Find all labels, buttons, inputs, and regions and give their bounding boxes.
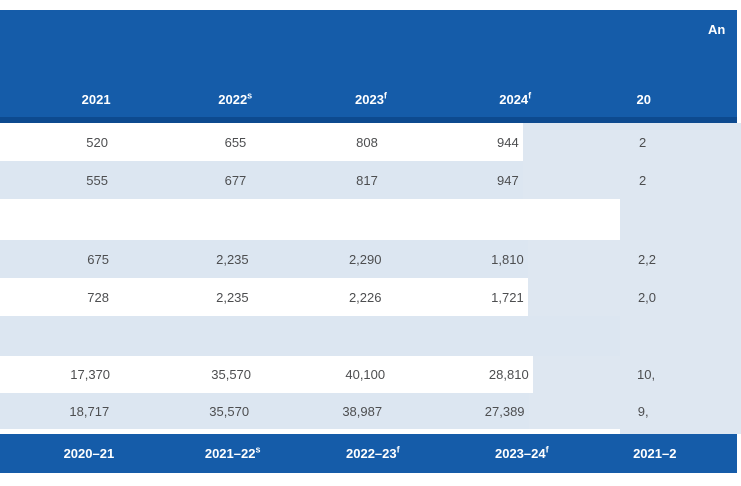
annual-cell-clipped — [620, 316, 741, 356]
cell: 38,987 — [342, 403, 383, 419]
year-header-2021: 2021 — [0, 92, 111, 107]
year-header-annual-clipped: 20 — [636, 92, 651, 107]
fiscal-header-2023-24: 2023–24f — [400, 444, 549, 461]
cell: 1,810 — [491, 251, 524, 267]
year-label: 2024 — [499, 92, 529, 107]
cell: 27,389 — [484, 403, 525, 419]
fiscal-year-row: 2020–21 2021–22s 2022–23f 2023–24f 2021–… — [0, 444, 737, 461]
estimate-superscript: s — [255, 444, 261, 455]
fiscal-header-annual-clipped: 2021–2 — [633, 446, 677, 461]
table-row: 728 2,235 2,226 1,721 2,0 — [0, 278, 741, 316]
cell: 35,570 — [209, 403, 250, 419]
top-margin — [0, 0, 741, 10]
forecast-superscript: f — [545, 444, 549, 455]
annual-cell-clipped: 10, — [532, 356, 741, 393]
year-label: 2022 — [218, 92, 248, 107]
table-row: 555 677 817 947 2 — [0, 161, 741, 199]
year-header-row: 2021 2022s 2023f 2024f 20 — [0, 90, 737, 107]
fiscal-header-2022-23: 2022–23f — [260, 444, 400, 461]
fiscal-label: 2023–24 — [494, 446, 546, 461]
annual-average-note-clipped: An — [708, 22, 726, 37]
cell: 555 — [86, 172, 108, 188]
cell: 2,226 — [348, 289, 382, 305]
forecast-superscript: f — [396, 444, 400, 455]
cell: 18,717 — [69, 403, 110, 419]
forecast-superscript: f — [383, 90, 387, 101]
gap-row — [0, 429, 741, 434]
forecast-superscript: f — [528, 90, 532, 101]
table-row-empty — [0, 316, 741, 356]
estimate-superscript: s — [247, 90, 253, 101]
fiscal-header-2021-22: 2021–22s — [114, 444, 261, 461]
annual-cell-shade — [620, 429, 741, 434]
cell: 808 — [356, 134, 378, 150]
bottom-margin — [0, 473, 741, 486]
fiscal-label: 2022–23 — [346, 446, 397, 461]
annual-cell-clipped: 2,2 — [527, 240, 741, 278]
annual-cell-clipped: 9, — [528, 393, 741, 429]
cell: 1,721 — [491, 289, 524, 305]
cell: 2,235 — [216, 289, 249, 305]
annual-cell-clipped: 2 — [522, 123, 741, 161]
cell: 675 — [87, 251, 109, 267]
year-header-2024: 2024f — [387, 90, 532, 107]
table-row: 17,370 35,570 40,100 28,810 10, — [0, 356, 741, 393]
cell: 2,235 — [216, 251, 249, 267]
cell: 2,290 — [348, 251, 382, 267]
year-header-2022: 2022s — [111, 90, 253, 107]
annual-cell-clipped: 2,0 — [527, 278, 741, 316]
year-label: 2021 — [81, 92, 111, 107]
fiscal-label: 2020–21 — [63, 446, 115, 461]
table-row-empty — [0, 199, 741, 240]
table-row: 675 2,235 2,290 1,810 2,2 — [0, 240, 741, 278]
year-header-2023: 2023f — [252, 90, 387, 107]
calendar-year-header-band: An 2021 2022s 2023f 2024f 20 — [0, 10, 737, 123]
cell: 40,100 — [345, 367, 386, 382]
annual-cell-clipped — [620, 199, 741, 240]
cell: 35,570 — [211, 367, 252, 382]
cell: 677 — [224, 172, 247, 188]
cell: 728 — [87, 289, 109, 305]
cell: 944 — [497, 134, 519, 150]
cell: 947 — [497, 172, 519, 188]
fiscal-year-header-band: 2020–21 2021–22s 2022–23f 2023–24f 2021–… — [0, 434, 737, 473]
cell: 17,370 — [70, 367, 111, 382]
fiscal-header-2020-21: 2020–21 — [0, 446, 115, 461]
fiscal-label: 2021–22 — [204, 446, 256, 461]
table-row: 520 655 808 944 2 — [0, 123, 741, 161]
cell: 655 — [224, 134, 247, 150]
year-label: 2023 — [355, 92, 384, 107]
table-row: 18,717 35,570 38,987 27,389 9, — [0, 393, 741, 429]
cell: 520 — [86, 134, 108, 150]
cell: 817 — [356, 172, 378, 188]
cell: 28,810 — [488, 367, 529, 382]
annual-cell-clipped: 2 — [522, 161, 741, 199]
